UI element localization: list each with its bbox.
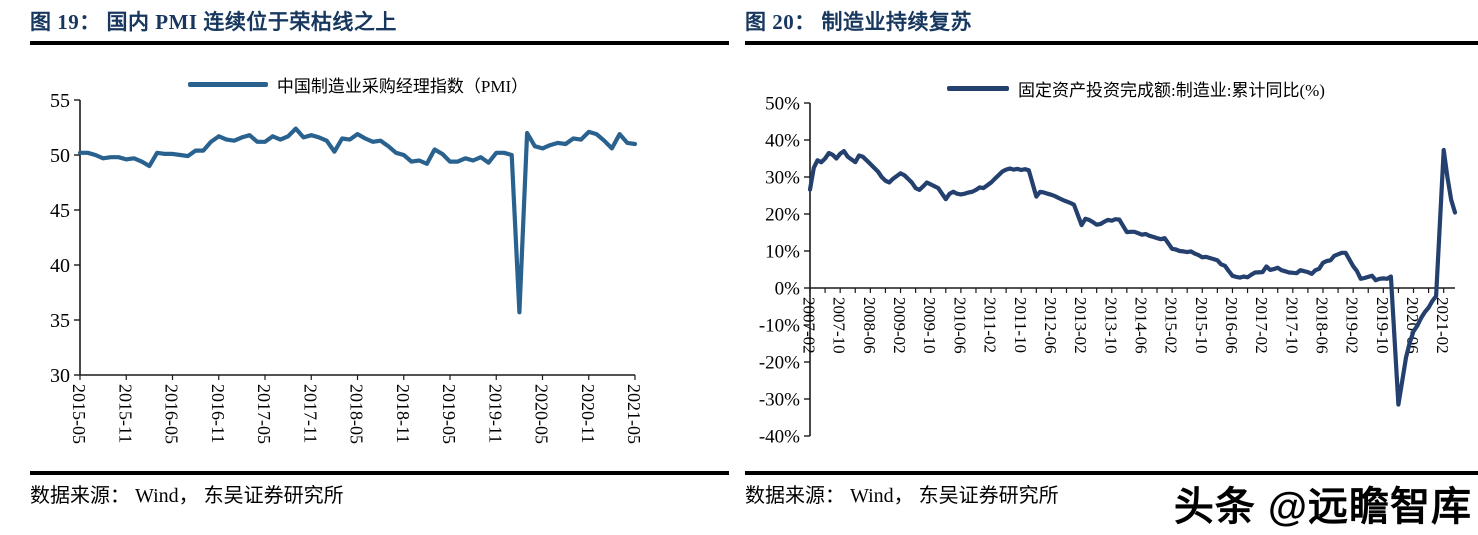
fai-legend-label: 固定资产投资完成额:制造业:累计同比(%) bbox=[1018, 81, 1325, 100]
y-tick-label: 30% bbox=[765, 167, 800, 188]
figure20-legend: 固定资产投资完成额:制造业:累计同比(%) bbox=[812, 76, 1460, 101]
x-tick-label: 2017-05 bbox=[254, 384, 274, 444]
x-tick-label: 2021-05 bbox=[624, 384, 644, 444]
x-tick-label: 2010-06 bbox=[950, 297, 969, 354]
y-tick-label: -20% bbox=[759, 352, 800, 373]
x-tick-label: 2017-10 bbox=[1282, 297, 1301, 354]
x-tick-label: 2009-02 bbox=[890, 297, 909, 354]
y-tick-label: -10% bbox=[759, 315, 800, 336]
y-tick-label: 35 bbox=[50, 310, 70, 332]
series-line bbox=[807, 147, 1458, 407]
y-tick-label: 45 bbox=[50, 200, 70, 222]
figure20-title-divider bbox=[745, 41, 1478, 45]
x-tick-label: 2016-05 bbox=[162, 384, 182, 444]
x-tick-label: 2018-06 bbox=[1313, 297, 1332, 354]
figure19-title-divider bbox=[30, 41, 729, 45]
x-tick-label: 2020-05 bbox=[532, 384, 552, 444]
fai-line-chart: 50% 40% 30% 20% 10% 0% -10% -20% -30% -40% 2007-02… bbox=[759, 93, 1458, 447]
figure20-title: 图 20： 制造业持续复苏 bbox=[745, 10, 972, 34]
figure19-data-source: 数据来源： Wind， 东吴证券研究所 bbox=[30, 485, 344, 507]
x-tick-label: 2013-02 bbox=[1071, 297, 1090, 354]
watermark: 头条 @远瞻智库 bbox=[1173, 485, 1472, 529]
x-tick-label: 2015-10 bbox=[1192, 297, 1211, 354]
figure19-title: 图 19： 国内 PMI 连续位于荣枯线之上 bbox=[30, 10, 397, 34]
figure20-footer-divider bbox=[745, 471, 1478, 475]
figure19-footer-divider bbox=[30, 471, 729, 475]
y-tick-label: 40 bbox=[50, 255, 70, 277]
x-tick-label: 2015-11 bbox=[115, 384, 135, 443]
x-tick-label: 2018-11 bbox=[393, 384, 413, 443]
x-tick-label: 2012-06 bbox=[1041, 297, 1060, 354]
fai-legend-line-marker bbox=[947, 86, 1010, 91]
x-tick-label: 2015-02 bbox=[1162, 297, 1181, 354]
x-tick-label: 2009-10 bbox=[920, 297, 939, 354]
figure20-data-source: 数据来源： Wind， 东吴证券研究所 bbox=[745, 485, 1059, 507]
figure19-legend: 中国制造业采购经理指数（PMI） bbox=[80, 72, 636, 97]
y-tick-label: 40% bbox=[765, 130, 800, 151]
y-tick-label: 0% bbox=[775, 278, 801, 299]
x-tick-label: 2019-02 bbox=[1343, 297, 1362, 354]
x-tick-label: 2016-11 bbox=[208, 384, 228, 443]
x-tick-label: 2019-05 bbox=[439, 384, 459, 444]
y-tick-label: -40% bbox=[759, 426, 800, 447]
x-tick-label: 2013-10 bbox=[1101, 297, 1120, 354]
x-tick-label: 2019-11 bbox=[485, 384, 505, 443]
x-tick-label: 2008-06 bbox=[860, 297, 879, 354]
x-tick-label: 2020-06 bbox=[1403, 297, 1422, 354]
x-tick-label: 2020-11 bbox=[578, 384, 598, 443]
x-tick-label: 2007-02 bbox=[800, 297, 819, 354]
y-tick-label: 20% bbox=[765, 204, 800, 225]
pmi-legend-label: 中国制造业采购经理指数（PMI） bbox=[276, 77, 529, 96]
y-tick-label: 55 bbox=[50, 90, 70, 112]
series-line bbox=[77, 126, 638, 315]
x-tick-label: 2019-10 bbox=[1373, 297, 1392, 354]
x-tick-label: 2017-11 bbox=[300, 384, 320, 443]
x-tick-label: 2007-10 bbox=[830, 297, 849, 354]
y-tick-label: 30 bbox=[50, 365, 70, 387]
y-tick-label: 10% bbox=[765, 241, 800, 262]
x-tick-label: 2015-05 bbox=[69, 384, 89, 444]
y-tick-label: 50 bbox=[50, 145, 70, 167]
x-tick-label: 2014-06 bbox=[1132, 297, 1151, 354]
x-tick-label: 2016-06 bbox=[1222, 297, 1241, 354]
x-tick-label: 2017-02 bbox=[1252, 297, 1271, 354]
pmi-legend-line-marker bbox=[187, 82, 268, 87]
y-tick-label: 50% bbox=[765, 93, 800, 114]
x-tick-label: 2018-05 bbox=[347, 384, 367, 444]
x-tick-label: 2021-02 bbox=[1433, 297, 1452, 354]
y-tick-label: -30% bbox=[759, 389, 800, 410]
x-tick-label: 2011-02 bbox=[981, 297, 1000, 353]
x-tick-label: 2011-10 bbox=[1011, 297, 1030, 353]
